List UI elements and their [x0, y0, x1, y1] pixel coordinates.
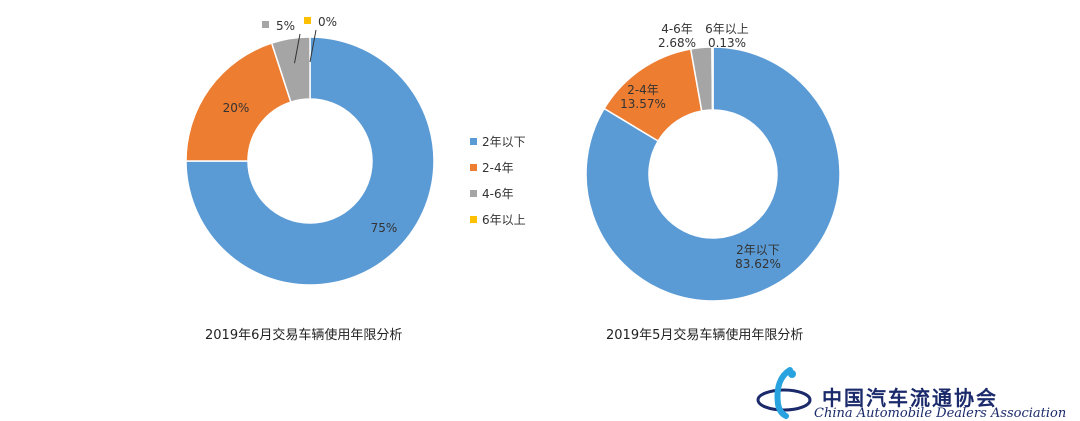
legend-label: 4-6年 [482, 186, 514, 201]
data-label-marker [262, 21, 269, 28]
data-label-category: 2-4年 [627, 83, 659, 97]
legend-label: 2年以下 [482, 134, 526, 149]
data-label-category: 4-6年 [661, 22, 693, 36]
legend-swatch-gray [470, 189, 477, 197]
leader-line [309, 29, 317, 63]
donut-slice-4-6-years [270, 36, 311, 103]
chart-title-june: 2019年6月交易车辆使用年限分析 [205, 328, 403, 343]
leader-line [294, 33, 301, 64]
data-label-value: 13.57% [620, 97, 666, 111]
data-label-value: 20% [223, 101, 250, 115]
data-label-marker [304, 17, 311, 24]
donut-slice-under-2-years [585, 46, 841, 302]
data-label-value: 0.13% [708, 36, 746, 50]
legend-swatch-yellow [470, 215, 477, 223]
data-label-value: 83.62% [735, 257, 781, 271]
legend-swatch-orange [470, 163, 477, 171]
legend-item-4-6-years: 4-6年 [470, 180, 590, 206]
donut-slice-2-4-years [185, 42, 292, 162]
data-label-value: 5% [276, 19, 295, 33]
donut-slice-under-2-years [185, 36, 435, 286]
chart-title-may: 2019年5月交易车辆使用年限分析 [606, 328, 804, 343]
data-label-category: 6年以上 [705, 22, 749, 36]
logo-subtitle: China Automobile Dealers Association [814, 406, 1067, 421]
legend-label: 2-4年 [482, 160, 514, 175]
legend-label: 6年以上 [482, 212, 526, 227]
data-label-value: 2.68% [658, 36, 696, 50]
association-logo: 中国汽车流通协会 China Automobile Dealers Associ… [752, 366, 1066, 421]
data-label-value: 75% [371, 221, 398, 235]
logo-title: 中国汽车流通协会 [822, 386, 998, 410]
legend-item-under-2-years: 2年以下 [470, 128, 590, 154]
data-label-value: 0% [318, 15, 337, 29]
legend-item-over-6-years: 6年以上 [470, 206, 590, 232]
legend-swatch-blue [470, 137, 477, 145]
logo-emblem-icon [756, 367, 812, 419]
legend-item-2-4-years: 2-4年 [470, 154, 590, 180]
donut-slice-over-6-years [711, 46, 714, 111]
legend: 2年以下 2-4年 4-6年 6年以上 [470, 128, 590, 232]
donut-chart-june: 75% 20% 5% 0% [185, 15, 435, 286]
data-label-category: 2年以下 [736, 243, 780, 257]
